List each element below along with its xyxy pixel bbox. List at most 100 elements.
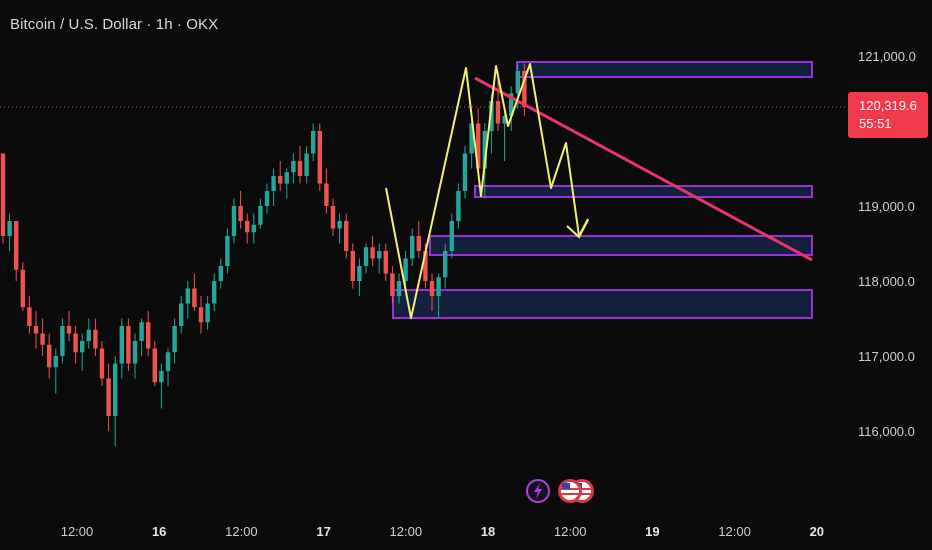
candle-body	[20, 269, 25, 308]
candle-body	[350, 251, 355, 281]
projection-path[interactable]	[385, 63, 589, 319]
candle[interactable]	[212, 273, 217, 312]
candle[interactable]	[462, 146, 468, 199]
candle-body	[383, 251, 388, 274]
candle[interactable]	[238, 191, 243, 229]
candle[interactable]	[113, 356, 118, 446]
candle[interactable]	[370, 236, 375, 266]
candle[interactable]	[383, 243, 388, 282]
candle[interactable]	[284, 168, 289, 199]
candle[interactable]	[416, 221, 421, 259]
candle[interactable]	[403, 251, 408, 289]
candle[interactable]	[449, 213, 454, 259]
candle[interactable]	[139, 318, 144, 357]
candle[interactable]	[443, 243, 448, 289]
candle[interactable]	[469, 116, 474, 169]
candle[interactable]	[363, 243, 369, 274]
x-axis[interactable]: 12:00 16 12:00 17 12:00 18 12:00 19 12:00 20	[61, 524, 824, 539]
candle[interactable]	[429, 273, 435, 312]
candle[interactable]	[436, 273, 441, 319]
trendline[interactable]	[474, 76, 813, 262]
candle-body	[231, 206, 237, 236]
lower-support-zone[interactable]	[392, 289, 813, 319]
candle-body	[410, 236, 415, 259]
candle[interactable]	[60, 318, 65, 364]
candle[interactable]	[251, 213, 256, 244]
candle[interactable]	[119, 318, 124, 379]
candle[interactable]	[205, 296, 210, 330]
candle-body	[502, 116, 507, 124]
lightning-event-icon[interactable]	[526, 479, 550, 503]
candle[interactable]	[344, 213, 349, 259]
candle[interactable]	[245, 213, 250, 244]
candle[interactable]	[509, 86, 514, 131]
candle[interactable]	[264, 183, 270, 214]
candle-body	[258, 206, 263, 225]
candle[interactable]	[14, 221, 19, 281]
candle[interactable]	[324, 168, 329, 214]
candle-body	[443, 251, 448, 278]
candle[interactable]	[40, 318, 45, 357]
candle[interactable]	[20, 262, 25, 311]
candle[interactable]	[93, 318, 98, 357]
candle[interactable]	[179, 296, 184, 334]
x-axis-tick-label: 12:00	[718, 524, 751, 539]
candle[interactable]	[106, 363, 111, 432]
current-price-badge: 120,319.6 55:51	[848, 92, 928, 138]
candle[interactable]	[146, 311, 151, 356]
candle[interactable]	[311, 123, 316, 162]
us-flag-icon[interactable]	[558, 479, 582, 503]
candle[interactable]	[304, 146, 309, 184]
candle[interactable]	[7, 213, 12, 252]
candle[interactable]	[502, 108, 507, 162]
candle[interactable]	[456, 183, 461, 229]
candle[interactable]	[99, 341, 105, 386]
candle[interactable]	[185, 281, 190, 319]
y-axis[interactable]: 121,000.0 119,000.0 118,000.0 117,000.0 116,…	[858, 49, 916, 439]
candle[interactable]	[159, 363, 164, 409]
event-markers[interactable]	[524, 476, 604, 506]
candle[interactable]	[271, 168, 276, 207]
candle[interactable]	[390, 266, 395, 304]
candle[interactable]	[73, 326, 78, 364]
candle[interactable]	[225, 228, 230, 274]
candle[interactable]	[165, 348, 171, 387]
middle-support-zone[interactable]	[429, 235, 813, 256]
candle[interactable]	[218, 258, 223, 289]
candle[interactable]	[66, 311, 72, 341]
candle[interactable]	[47, 333, 52, 379]
candle[interactable]	[410, 228, 415, 267]
upper-support-zone[interactable]	[474, 185, 813, 198]
candle[interactable]	[357, 258, 362, 297]
candle[interactable]	[377, 243, 382, 274]
candle[interactable]	[291, 153, 296, 184]
resistance-zone[interactable]	[516, 61, 813, 78]
candle[interactable]	[337, 213, 342, 244]
candle[interactable]	[258, 198, 263, 229]
y-axis-tick-label: 116,000.0	[858, 424, 915, 439]
candle[interactable]	[33, 311, 39, 349]
candle[interactable]	[0, 153, 6, 244]
candle[interactable]	[231, 198, 237, 244]
candle-body	[469, 123, 474, 154]
candle[interactable]	[86, 318, 91, 349]
candle[interactable]	[172, 318, 177, 364]
candle[interactable]	[297, 146, 303, 184]
candle[interactable]	[132, 333, 138, 379]
candle[interactable]	[317, 123, 322, 192]
candle-body	[396, 281, 402, 296]
candle[interactable]	[278, 161, 283, 191]
candle[interactable]	[198, 296, 204, 334]
candle[interactable]	[522, 63, 527, 117]
candle[interactable]	[53, 348, 58, 394]
candle[interactable]	[126, 318, 131, 372]
candle[interactable]	[192, 273, 197, 312]
candle[interactable]	[396, 273, 402, 304]
candle[interactable]	[80, 333, 85, 372]
candle[interactable]	[27, 296, 32, 334]
candle[interactable]	[350, 243, 355, 289]
candle[interactable]	[330, 198, 336, 237]
candle[interactable]	[152, 341, 157, 386]
